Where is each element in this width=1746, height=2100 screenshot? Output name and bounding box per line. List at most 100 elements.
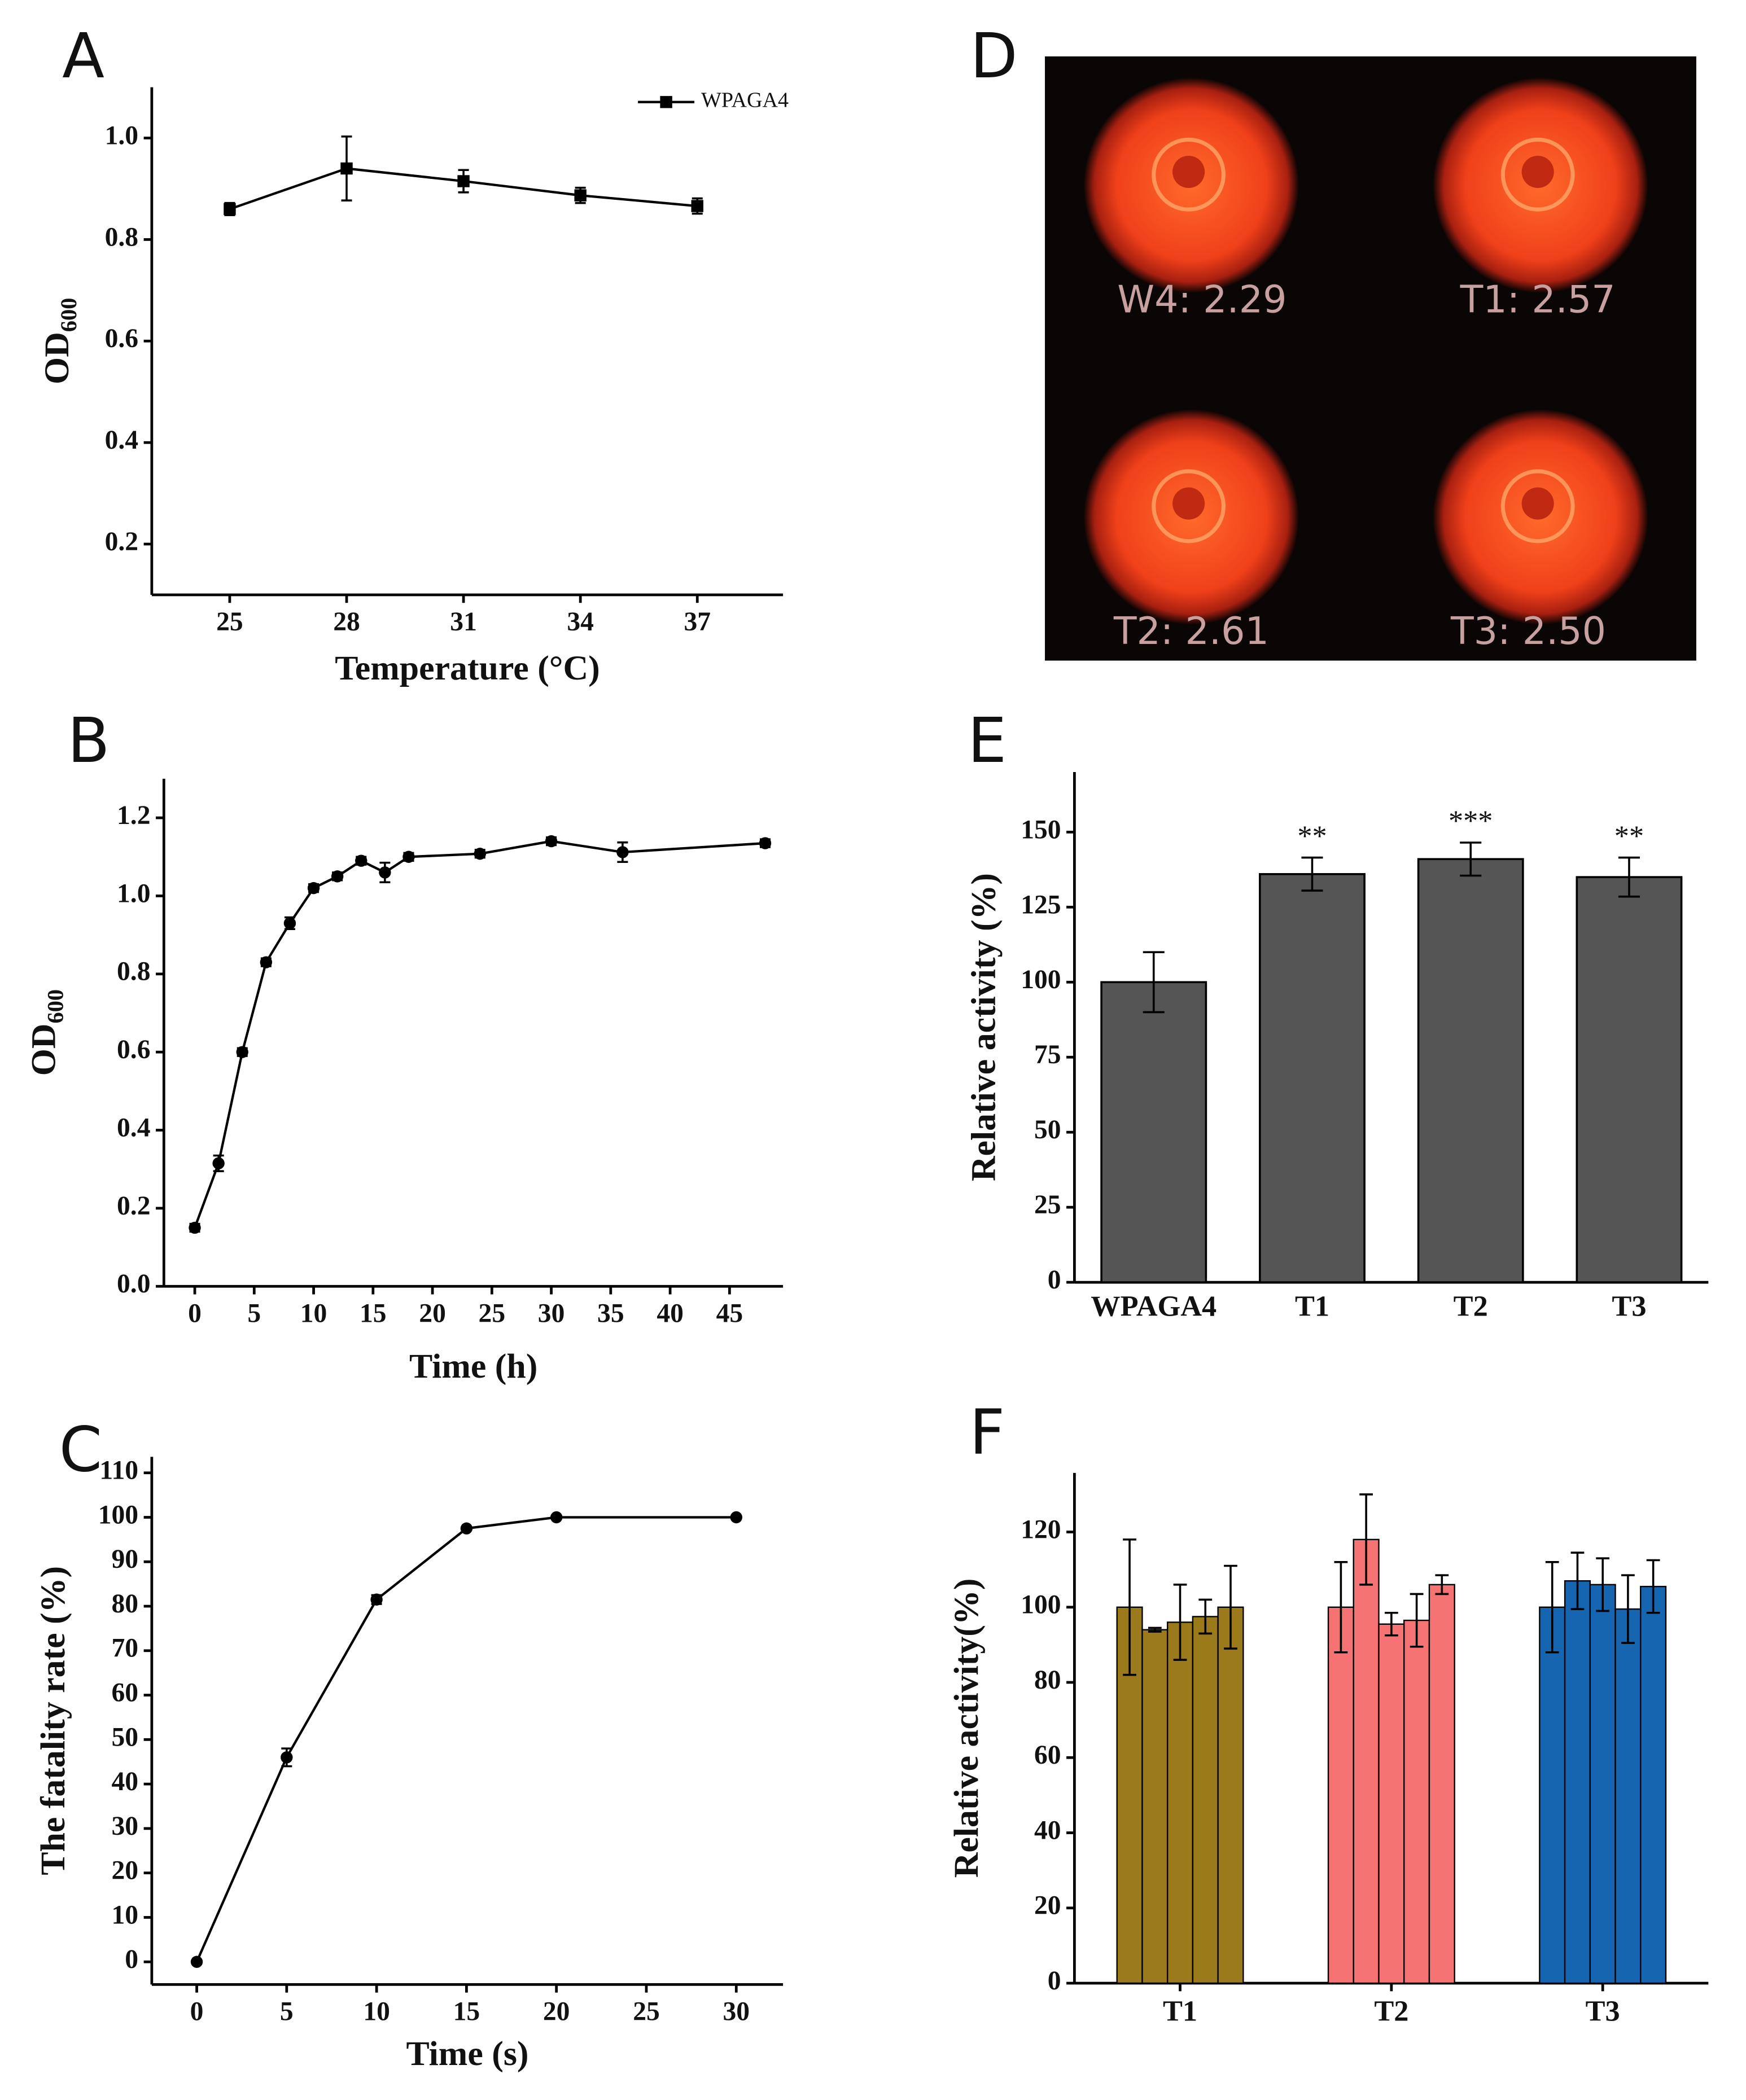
y-tick-label: 60: [112, 1678, 139, 1708]
halo-label: T2: 2.61: [1113, 609, 1269, 653]
panel-letter: B: [68, 704, 110, 777]
y-tick-label: 40: [1034, 1816, 1061, 1845]
y-tick-label: 50: [112, 1722, 139, 1752]
marker: [691, 200, 703, 212]
x-tick-label: 20: [419, 1299, 446, 1328]
panel-letter: C: [59, 1413, 102, 1485]
y-tick-label: 0.4: [105, 426, 138, 455]
error-bar: [1148, 1626, 1162, 1633]
marker: [190, 1956, 203, 1968]
x-tick-label: T1: [1163, 1995, 1197, 2028]
marker: [307, 882, 320, 895]
marker: [574, 189, 587, 201]
y-tick-label: 50: [1034, 1115, 1061, 1145]
y-tick-label: 0.2: [105, 527, 138, 556]
bar: [1417, 858, 1524, 1283]
error-bar: [1123, 1538, 1136, 1676]
y-tick-label: 0.8: [117, 957, 150, 987]
y-tick-label: 0.4: [117, 1113, 150, 1142]
x-tick-label: 10: [363, 1997, 390, 2027]
y-tick-label: 20: [112, 1856, 139, 1886]
error-bar: [1621, 1574, 1635, 1644]
legend-label: WPAGA4: [701, 89, 789, 112]
y-tick-label: 1.2: [117, 801, 150, 830]
y-axis-label: OD600: [38, 298, 81, 384]
y-axis-label: Relative activity(%): [947, 1579, 986, 1878]
error-bar: [1173, 1584, 1187, 1661]
y-tick-label: 100: [1021, 1590, 1061, 1620]
y-tick-label: 100: [98, 1500, 138, 1529]
colony-center: [1521, 487, 1554, 520]
colony-center: [1172, 487, 1205, 520]
x-tick-label: 25: [216, 607, 243, 637]
y-axis-label: OD600: [25, 989, 68, 1076]
error-bar: [1301, 856, 1323, 892]
x-tick-label: 45: [716, 1299, 743, 1328]
y-tick-label: 0: [1048, 1265, 1061, 1295]
y-tick-label: 150: [1021, 815, 1061, 844]
y-tick-label: 10: [112, 1900, 139, 1930]
y-tick-label: 40: [112, 1767, 139, 1796]
marker: [212, 1157, 225, 1170]
marker: [283, 917, 296, 930]
y-tick-label: 1.0: [117, 879, 150, 908]
x-tick-label: T1: [1295, 1290, 1329, 1323]
x-tick-label: 35: [597, 1299, 624, 1328]
y-tick-label: 25: [1034, 1190, 1061, 1220]
x-tick-label: 10: [300, 1299, 327, 1328]
halo-label: W4: 2.29: [1117, 277, 1286, 321]
y-tick-label: 90: [112, 1545, 139, 1574]
error-bar: [1618, 856, 1640, 898]
y-tick-label: 110: [99, 1456, 138, 1485]
marker: [224, 203, 236, 216]
line: [194, 840, 765, 1229]
x-tick-label: 31: [450, 607, 477, 637]
x-tick-label: 28: [333, 607, 360, 637]
y-tick-label: 0: [125, 1945, 138, 1974]
x-tick-label: T3: [1612, 1290, 1646, 1323]
x-tick-label: T3: [1586, 1995, 1620, 2028]
y-axis-label: The fatality rate (%): [34, 1566, 72, 1875]
marker: [759, 837, 772, 849]
line: [195, 1516, 737, 1963]
significance: **: [1614, 819, 1644, 852]
bar: [1589, 1584, 1616, 1984]
marker: [340, 162, 353, 175]
bar: [1327, 1606, 1354, 1984]
y-tick-label: 20: [1034, 1891, 1061, 1921]
bar: [1614, 1608, 1642, 1984]
bar: [1141, 1629, 1169, 1984]
bar: [1640, 1585, 1667, 1984]
x-axis-label: Temperature (°C): [335, 649, 600, 687]
x-tick-label: 30: [723, 1997, 750, 2027]
y-tick-label: 0.6: [105, 324, 138, 353]
marker: [402, 850, 415, 863]
y-tick-label: 0.0: [117, 1269, 150, 1299]
y-tick-label: 70: [112, 1634, 139, 1663]
y-tick-label: 30: [112, 1812, 139, 1841]
bar: [1259, 873, 1366, 1283]
y-tick-label: 75: [1034, 1040, 1061, 1069]
significance: ***: [1449, 805, 1493, 838]
panel-letter: E: [968, 704, 1007, 777]
legend-marker: [660, 96, 672, 108]
panel-letter: A: [62, 20, 104, 92]
y-axis-label-main: Relative activity (%): [965, 873, 1003, 1181]
bar: [1378, 1623, 1405, 1984]
colony-ring: [1152, 137, 1226, 212]
marker: [474, 848, 486, 860]
y-tick-label: 0.2: [117, 1191, 150, 1221]
y-tick-label: 1.0: [105, 121, 138, 150]
error-bar: [1224, 1564, 1237, 1650]
colony-ring: [1500, 469, 1575, 543]
error-bar: [1570, 1551, 1585, 1610]
bar: [1428, 1584, 1455, 1984]
marker: [281, 1751, 293, 1764]
bar: [1217, 1606, 1244, 1984]
bar: [1353, 1538, 1380, 1984]
bar: [1576, 876, 1683, 1283]
marker: [189, 1221, 201, 1234]
y-axis-label-main: OD: [25, 1024, 63, 1076]
marker: [730, 1511, 742, 1524]
